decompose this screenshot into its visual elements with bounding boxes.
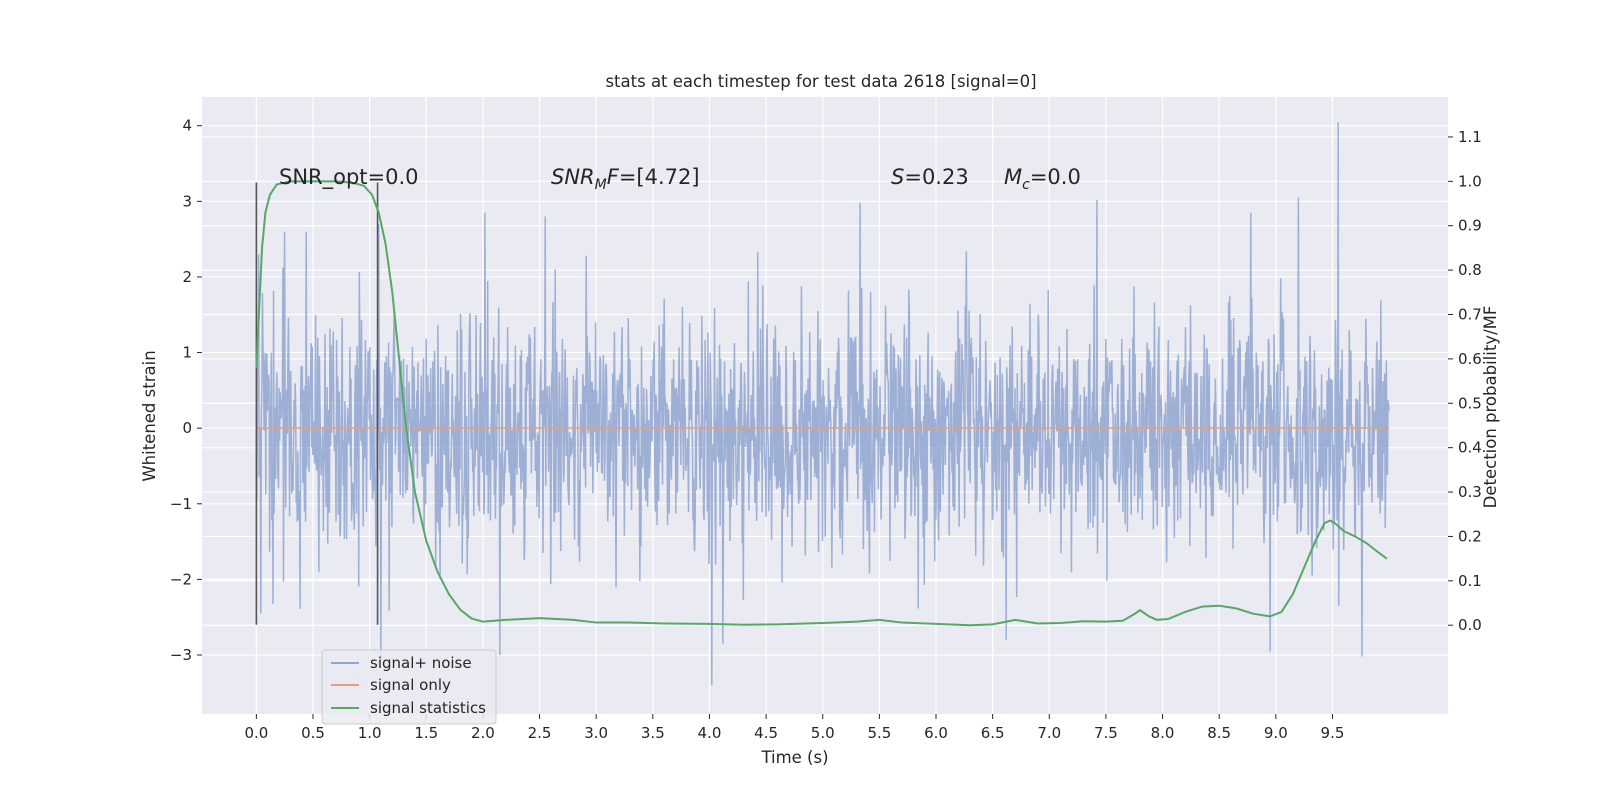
x-tick-label: 1.5: [414, 724, 438, 742]
x-tick-label: 2.0: [471, 724, 495, 742]
annotation-snr-mf-f: F: [607, 165, 620, 189]
y-right-tick-label: 0.9: [1458, 217, 1482, 235]
y-axis-left-label: Whitened strain: [140, 350, 159, 481]
y-right-tick-label: 0.2: [1458, 527, 1482, 545]
x-tick-label: 8.5: [1207, 724, 1231, 742]
x-tick-label: 8.0: [1151, 724, 1175, 742]
x-tick-label: 7.5: [1094, 724, 1118, 742]
x-tick-label: 4.5: [754, 724, 778, 742]
x-tick-label: 0.5: [301, 724, 325, 742]
annotation-snr-mf-value: =[4.72]: [619, 165, 700, 189]
x-tick-label: 2.5: [528, 724, 552, 742]
y-right-tick-label: 0.6: [1458, 350, 1482, 368]
y-right-tick-label: 0.3: [1458, 483, 1482, 501]
y-axis-left: −3 −2 −1 0 1 2 3 4: [170, 117, 202, 664]
annotation-snr-mf: SNRMF=[4.72]: [551, 165, 700, 193]
vertical-markers: [255, 182, 379, 625]
x-tick-label: 1.0: [358, 724, 382, 742]
annotation-mc-value: =0.0: [1030, 165, 1081, 189]
annotation-mc-sub: c: [1022, 177, 1030, 193]
series-signal-noise: [255, 121, 1390, 686]
x-tick-label: 4.0: [698, 724, 722, 742]
annotation-snr-mf-symbol: SNR: [551, 165, 595, 189]
x-tick-label: 3.5: [641, 724, 665, 742]
x-tick-label: 9.0: [1264, 724, 1288, 742]
y-right-tick-label: 1.0: [1458, 172, 1482, 190]
legend-label-signal-only: signal only: [370, 676, 451, 694]
signal-noise-line: [255, 121, 1390, 686]
y-left-tick-label: 3: [182, 192, 192, 210]
x-tick-label: 5.0: [811, 724, 835, 742]
x-tick-label: 9.5: [1321, 724, 1345, 742]
y-left-tick-label: 2: [182, 268, 192, 286]
x-tick-label: 6.5: [981, 724, 1005, 742]
y-left-tick-label: −3: [170, 646, 192, 664]
y-right-tick-label: 0.1: [1458, 572, 1482, 590]
y-left-tick-label: −2: [170, 570, 192, 588]
legend-label-signal-noise: signal+ noise: [370, 654, 472, 672]
x-tick-label: 7.0: [1037, 724, 1061, 742]
y-right-tick-label: 0.4: [1458, 439, 1482, 457]
legend-label-signal-statistics: signal statistics: [370, 699, 486, 717]
y-left-tick-label: 0: [182, 419, 192, 437]
annotation-snr-opt: SNR_opt=0.0: [279, 165, 419, 190]
y-right-tick-label: 0.0: [1458, 616, 1482, 634]
y-right-tick-label: 0.7: [1458, 306, 1482, 324]
y-left-tick-label: 1: [182, 344, 192, 362]
x-axis: 0.0 0.5 1.0 1.5 2.0 2.5 3.0 3.5 4.0 4.5 5.0 5.5 6.0 6…: [244, 714, 1344, 742]
x-tick-label: 5.5: [867, 724, 891, 742]
annotation-s-symbol: S: [891, 165, 904, 189]
y-right-tick-label: 0.8: [1458, 261, 1482, 279]
y-right-tick-label: 1.1: [1458, 128, 1482, 146]
series-signal-statistics: [255, 180, 1388, 627]
legend: signal+ noise signal only signal statist…: [321, 649, 497, 725]
x-tick-label: 6.0: [924, 724, 948, 742]
chart-title: stats at each timestep for test data 261…: [605, 72, 1036, 91]
x-axis-label: Time (s): [760, 748, 828, 767]
annotation-snr-mf-sub: M: [595, 177, 607, 193]
y-left-tick-label: −1: [170, 495, 192, 513]
annotation-mc-symbol: M: [1004, 165, 1022, 189]
x-tick-label: 0.0: [244, 724, 268, 742]
legend-box: [321, 649, 497, 725]
y-left-tick-label: 4: [182, 117, 192, 135]
y-axis-right: 0.0 0.1 0.2 0.3 0.4 0.5 0.6 0.7 0.8 0.9 1.0 1.1: [1448, 128, 1482, 634]
annotations: SNR_opt=0.0 SNRMF=[4.72] S=0.23 Mc=0.0: [279, 165, 1081, 193]
y-axis-right-label: Detection probability/MF: [1481, 306, 1500, 509]
annotation-mc: Mc=0.0: [1004, 165, 1081, 193]
signal-statistics-line: [255, 180, 1388, 627]
x-tick-label: 3.0: [584, 724, 608, 742]
y-right-tick-label: 0.5: [1458, 394, 1482, 412]
annotation-s-value: =0.23: [904, 165, 968, 189]
annotation-s: S=0.23: [891, 165, 969, 189]
